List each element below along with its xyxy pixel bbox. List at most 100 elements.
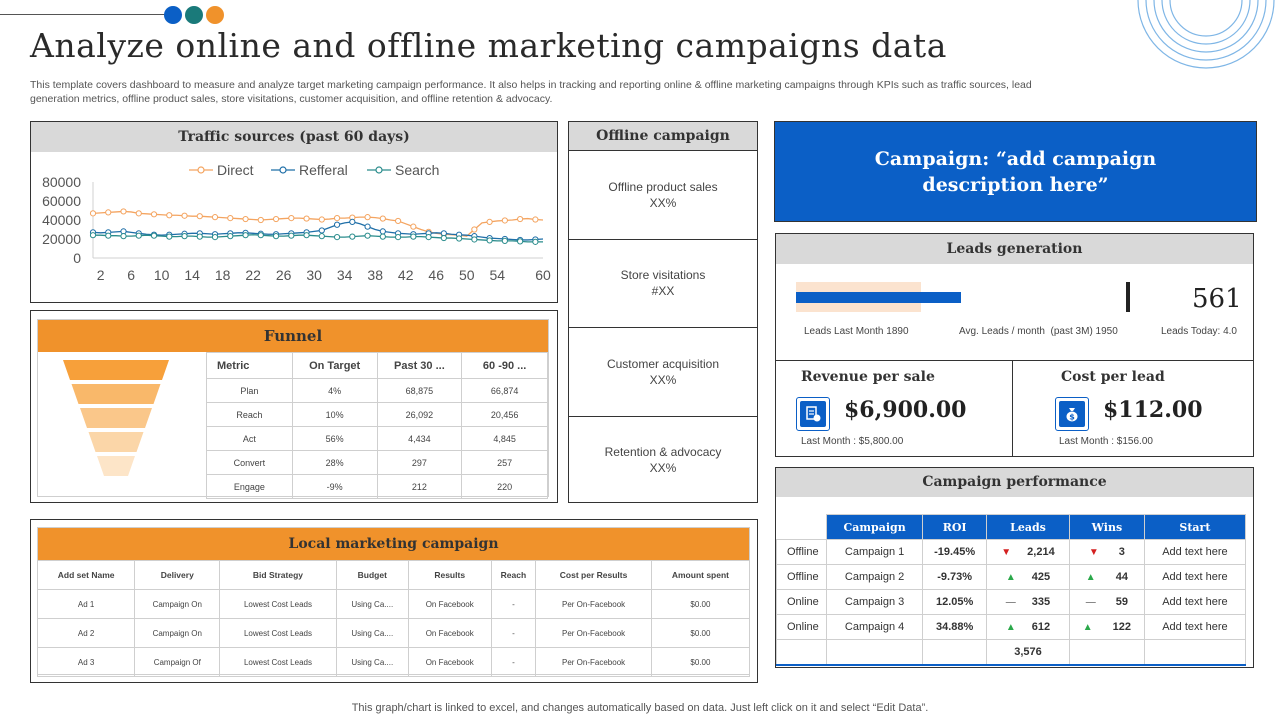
data-point[interactable] xyxy=(166,233,173,240)
funnel-table: Metric On Target Past 30 ... 60 -90 ... Pla… xyxy=(206,352,548,499)
data-point[interactable] xyxy=(486,218,493,226)
perf-start[interactable]: Add text here xyxy=(1143,614,1247,640)
funnel-stage xyxy=(71,384,161,404)
data-point[interactable] xyxy=(349,233,356,240)
data-point[interactable] xyxy=(410,233,417,240)
data-point[interactable] xyxy=(379,215,386,222)
data-point[interactable] xyxy=(318,233,325,240)
header-dots xyxy=(164,6,224,24)
data-point[interactable] xyxy=(150,211,158,218)
funnel-row: Convert 28% 297 257 xyxy=(206,450,548,475)
data-point[interactable] xyxy=(333,234,341,241)
dot-blue xyxy=(164,6,182,24)
data-point[interactable] xyxy=(333,221,341,228)
data-point[interactable] xyxy=(456,235,463,242)
data-point[interactable] xyxy=(257,216,264,224)
data-point[interactable] xyxy=(242,215,249,223)
data-point[interactable] xyxy=(242,232,249,239)
data-point[interactable] xyxy=(272,233,280,240)
data-point[interactable] xyxy=(379,233,386,240)
data-point[interactable] xyxy=(532,238,539,245)
cost-value: $112.00 xyxy=(1103,397,1203,423)
data-point[interactable] xyxy=(181,212,188,219)
perf-leads: 612 xyxy=(1031,621,1051,633)
data-point[interactable] xyxy=(394,234,402,241)
data-point[interactable] xyxy=(517,215,524,223)
data-point[interactable] xyxy=(349,218,356,226)
funnel-cell: Convert xyxy=(206,450,293,475)
data-point[interactable] xyxy=(89,210,97,217)
perf-roi: -9.73% xyxy=(922,564,988,590)
data-point[interactable] xyxy=(120,208,127,215)
perf-header-cell: Leads xyxy=(986,514,1070,540)
perf-header-cell: Wins xyxy=(1068,514,1145,540)
data-point[interactable] xyxy=(471,226,478,233)
data-point[interactable] xyxy=(425,234,432,241)
data-point[interactable] xyxy=(471,236,478,243)
funnel-cell: Act xyxy=(206,426,293,451)
data-point[interactable] xyxy=(501,217,508,224)
local-header-cell: Delivery xyxy=(134,560,221,590)
funnel-cell: 4% xyxy=(291,378,378,403)
data-point[interactable] xyxy=(135,232,142,239)
data-point[interactable] xyxy=(364,232,371,239)
perf-row: Online Campaign 4 34.88% ▲ 612 ▲ 122 Add text h… xyxy=(776,614,1247,640)
data-point[interactable] xyxy=(318,216,325,223)
data-point[interactable] xyxy=(211,234,219,241)
funnel-cell: 257 xyxy=(461,450,548,475)
data-point[interactable] xyxy=(303,215,310,222)
perf-start[interactable]: Add text here xyxy=(1143,564,1247,590)
local-cell: Ad 1 xyxy=(36,589,136,619)
data-point[interactable] xyxy=(105,209,112,216)
funnel-cell: 68,875 xyxy=(376,378,463,403)
data-point[interactable] xyxy=(318,227,325,234)
data-point[interactable] xyxy=(135,210,142,217)
data-point[interactable] xyxy=(105,232,112,239)
data-point[interactable] xyxy=(440,234,447,242)
perf-leads-cell: ▼ 2,214 xyxy=(986,539,1070,565)
data-point[interactable] xyxy=(227,233,234,240)
data-point[interactable] xyxy=(211,214,219,221)
data-point[interactable] xyxy=(196,233,203,240)
data-point[interactable] xyxy=(181,233,188,240)
x-tick-label: 14 xyxy=(184,267,200,283)
data-point[interactable] xyxy=(532,216,539,223)
data-point[interactable] xyxy=(227,215,234,222)
data-point[interactable] xyxy=(150,232,158,239)
series-line-direct[interactable] xyxy=(92,210,544,237)
local-cell: - xyxy=(490,647,537,677)
data-point[interactable] xyxy=(288,232,295,239)
campaign-description-box[interactable]: Campaign: “add campaign description here… xyxy=(774,121,1257,222)
data-point[interactable] xyxy=(288,215,295,222)
data-point[interactable] xyxy=(303,232,310,239)
data-point[interactable] xyxy=(120,233,127,240)
leads-generation-title: Leads generation xyxy=(776,234,1253,264)
local-header-cell: Bid Strategy xyxy=(219,560,337,590)
leads-today: Leads Today: 4.0 xyxy=(1161,326,1237,337)
data-point[interactable] xyxy=(394,217,402,225)
data-point[interactable] xyxy=(486,237,493,244)
traffic-chart[interactable]: Direct Refferal Search 0 20000 40000 60000 8000… xyxy=(31,152,557,302)
data-point[interactable] xyxy=(379,228,386,235)
perf-start[interactable]: Add text here xyxy=(1143,589,1247,615)
data-point[interactable] xyxy=(517,238,524,245)
perf-type: Online xyxy=(776,589,827,615)
data-point[interactable] xyxy=(166,212,173,219)
local-cell: On Facebook xyxy=(407,618,492,648)
data-point[interactable] xyxy=(501,237,508,245)
local-header-cell: Results xyxy=(407,560,492,590)
data-point[interactable] xyxy=(257,232,264,239)
campaign-description-line1: Campaign: “add campaign xyxy=(874,147,1157,170)
perf-start[interactable]: Add text here xyxy=(1143,539,1247,565)
data-point[interactable] xyxy=(364,223,371,230)
perf-row: Online Campaign 3 12.05% — 335 — 59 Add text he… xyxy=(776,589,1247,615)
data-point[interactable] xyxy=(364,214,371,221)
data-point[interactable] xyxy=(410,223,417,230)
data-point[interactable] xyxy=(196,213,203,220)
funnel-header-cell: On Target xyxy=(291,352,378,379)
funnel-title: Funnel xyxy=(38,320,548,352)
data-point[interactable] xyxy=(333,215,341,222)
x-tick-label: 60 xyxy=(535,267,551,283)
data-point[interactable] xyxy=(272,215,280,223)
data-point[interactable] xyxy=(89,232,97,239)
